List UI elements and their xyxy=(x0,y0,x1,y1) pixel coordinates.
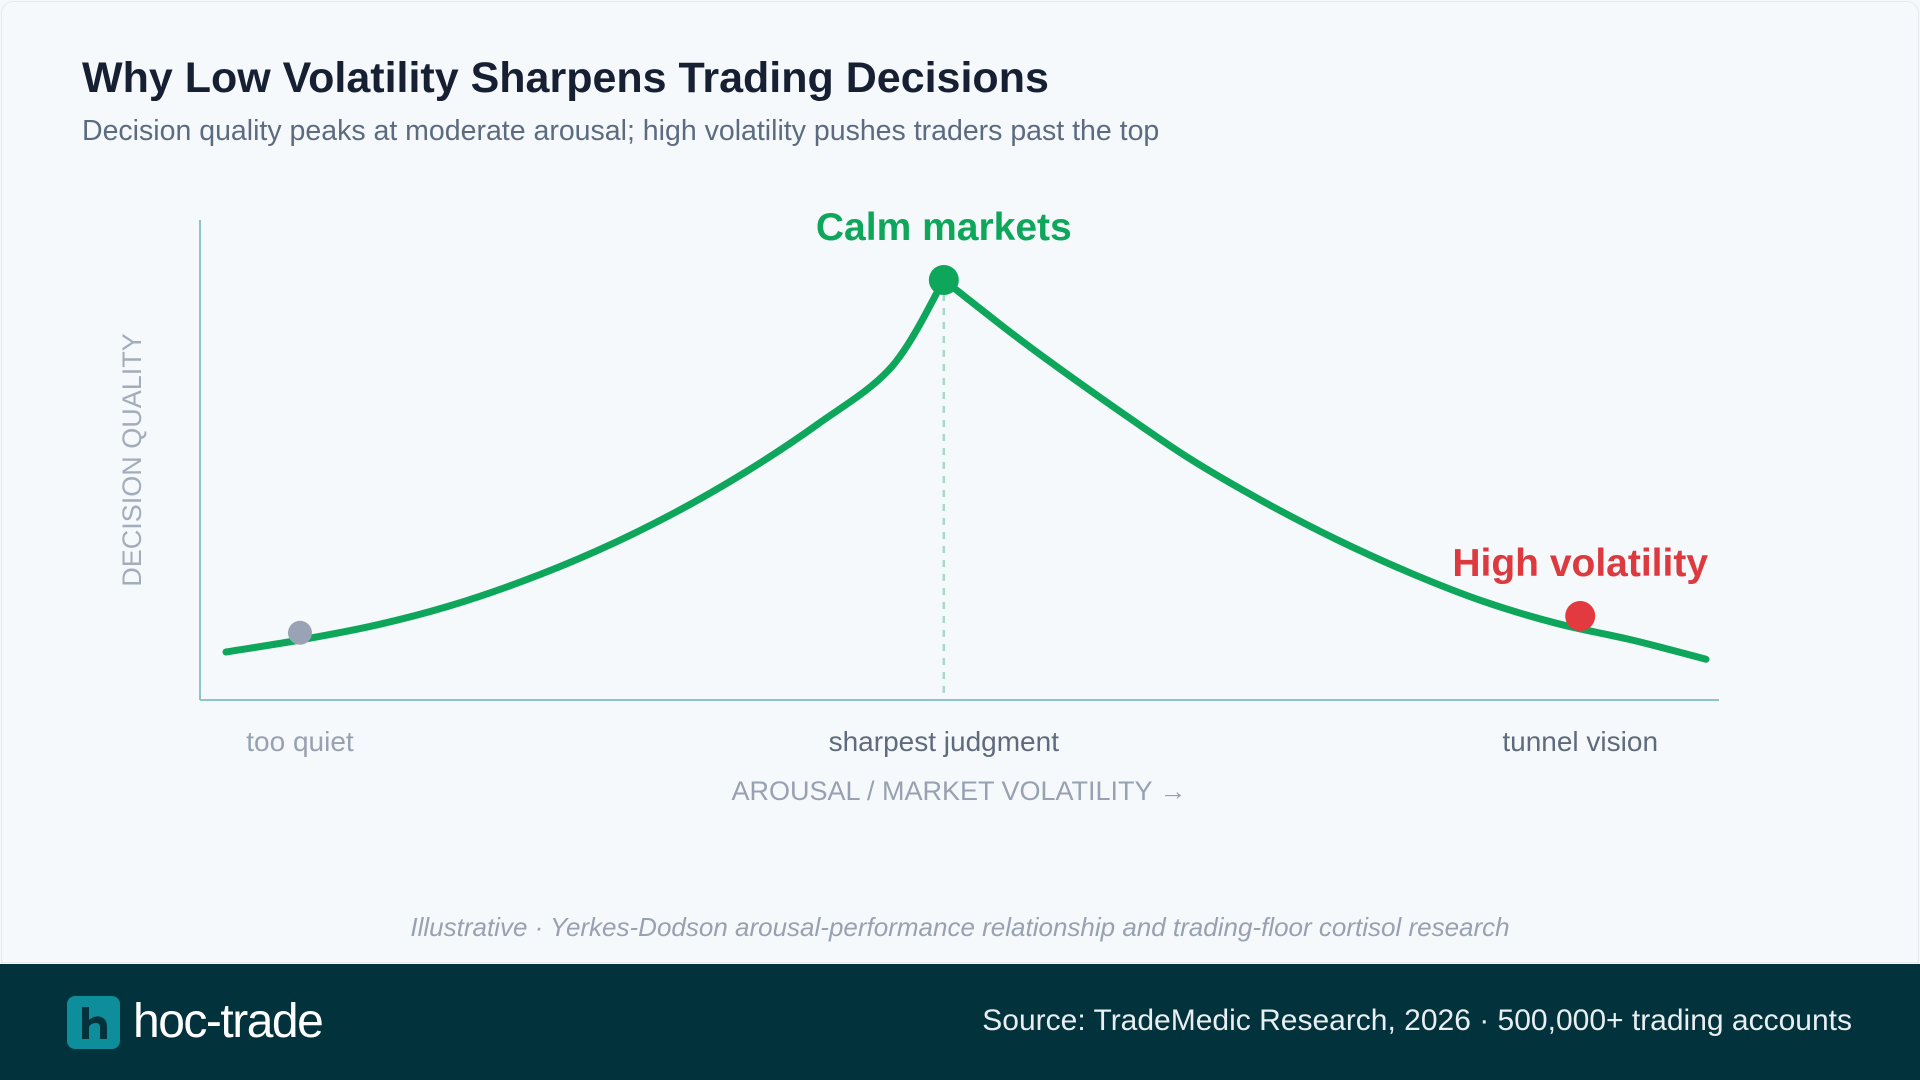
y-axis-label: DECISION QUALITY xyxy=(117,333,147,587)
data-point-1 xyxy=(928,265,959,295)
x-axis-label: AROUSAL / MARKET VOLATILITY → xyxy=(731,776,1186,806)
footer-bar: hoc-trade Source: TradeMedic Research, 2… xyxy=(0,964,1920,1080)
x-tick-label-1: sharpest judgment xyxy=(829,726,1060,757)
chart-card: Why Low Volatility Sharpens Trading Deci… xyxy=(1,1,1919,963)
series-line-0 xyxy=(222,276,1710,663)
point-label-1: Calm markets xyxy=(816,206,1072,249)
chart-subtitle: Decision quality peaks at moderate arous… xyxy=(82,115,1160,147)
footer-source: Source: TradeMedic Research, 2026 · 500,… xyxy=(982,1004,1852,1037)
x-tick-label-0: too quiet xyxy=(246,726,354,757)
chart-title: Why Low Volatility Sharpens Trading Deci… xyxy=(82,54,1049,102)
data-point-0 xyxy=(288,620,312,645)
source-note: Illustrative · Yerkes-Dodson arousal-per… xyxy=(410,912,1510,942)
point-label-2: High volatility xyxy=(1452,542,1708,585)
logo-mark-icon xyxy=(67,996,120,1049)
x-tick-label-2: tunnel vision xyxy=(1502,726,1658,757)
logo-text: hoc-trade xyxy=(133,995,324,1048)
data-point-2 xyxy=(1565,601,1596,631)
